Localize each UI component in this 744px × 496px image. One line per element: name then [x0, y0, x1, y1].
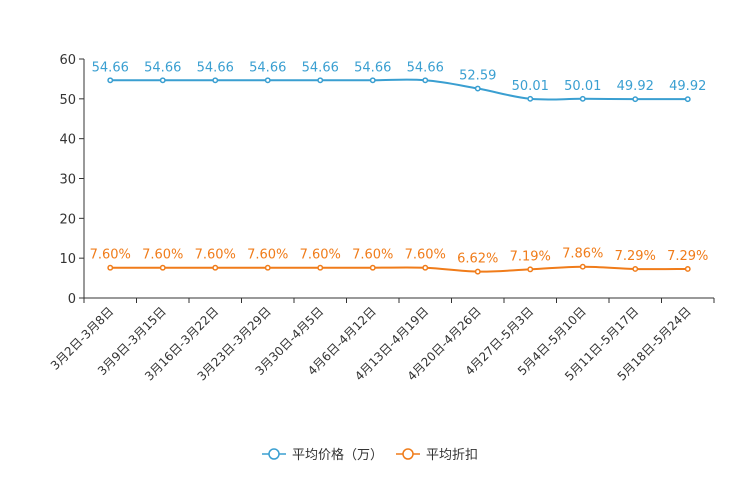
data-point[interactable]	[264, 264, 271, 271]
data-label: 54.66	[249, 60, 286, 75]
series-line	[110, 78, 688, 101]
y-tick-label: 0	[68, 292, 76, 307]
data-point[interactable]	[527, 266, 534, 273]
data-point[interactable]	[684, 96, 691, 103]
data-point[interactable]	[317, 77, 324, 84]
data-label: 50.01	[512, 79, 549, 94]
y-tick-label: 40	[59, 133, 76, 148]
data-label: 7.60%	[300, 248, 341, 263]
x-axis: 3月2日-3月8日3月9日-3月15日3月16日-3月22日3月23日-3月29…	[48, 297, 715, 384]
series-line	[110, 265, 688, 273]
data-point[interactable]	[474, 85, 481, 92]
legend[interactable]: 平均价格（万） 平均折扣	[262, 447, 478, 463]
legend-swatch-marker	[402, 448, 414, 460]
data-label: 7.60%	[247, 248, 288, 263]
data-label: 54.66	[407, 60, 444, 75]
data-label: 54.66	[354, 60, 391, 75]
y-tick-label: 30	[59, 173, 76, 188]
data-label: 7.29%	[667, 249, 708, 264]
data-point[interactable]	[212, 77, 219, 84]
legend-item-avg-discount[interactable]: 平均折扣	[396, 448, 478, 463]
data-point[interactable]	[422, 77, 429, 84]
y-tick-label: 10	[59, 252, 76, 267]
data-point[interactable]	[474, 268, 481, 275]
legend-item-avg-price[interactable]: 平均价格（万）	[262, 447, 383, 463]
legend-swatch-marker	[268, 448, 280, 460]
data-point[interactable]	[159, 77, 166, 84]
data-point[interactable]	[369, 264, 376, 271]
data-point[interactable]	[317, 264, 324, 271]
legend-label: 平均价格（万）	[292, 447, 383, 463]
data-point[interactable]	[632, 266, 639, 272]
series-layer: 54.66 54.66 54.66 54.66 54.66 54.66 54.66 52.59…	[90, 60, 708, 275]
data-label: 54.66	[197, 60, 234, 75]
y-tick-label: 50	[59, 93, 76, 108]
data-label: 7.60%	[90, 248, 131, 263]
data-label: 6.62%	[457, 252, 498, 267]
data-label: 7.60%	[352, 248, 393, 263]
data-point[interactable]	[579, 95, 586, 102]
data-point[interactable]	[107, 77, 114, 84]
data-label: 7.86%	[562, 247, 603, 262]
data-point[interactable]	[159, 264, 166, 271]
series-avg-price: 54.66 54.66 54.66 54.66 54.66 54.66 54.66 52.59…	[92, 60, 706, 103]
data-label: 54.66	[144, 60, 181, 75]
data-label: 7.60%	[405, 248, 446, 263]
data-label: 49.92	[617, 79, 654, 94]
data-label: 54.66	[92, 60, 129, 75]
data-point[interactable]	[422, 264, 429, 271]
y-axis: 0 10 20 30 40 50 60	[59, 53, 85, 307]
data-point[interactable]	[632, 96, 639, 103]
data-label: 7.60%	[142, 248, 183, 263]
data-point[interactable]	[212, 264, 219, 271]
series-avg-discount: 7.60% 7.60% 7.60% 7.60% 7.60% 7.60% 7.60% 6.62%…	[90, 247, 708, 275]
data-point[interactable]	[264, 77, 271, 84]
data-label: 54.66	[302, 60, 339, 75]
data-point[interactable]	[684, 266, 691, 272]
data-point[interactable]	[527, 95, 534, 102]
data-point[interactable]	[579, 263, 586, 270]
y-tick-label: 20	[59, 212, 76, 227]
y-tick-label: 60	[59, 53, 76, 68]
data-label: 7.19%	[510, 249, 551, 264]
data-label: 49.92	[669, 79, 706, 94]
data-label: 7.60%	[195, 248, 236, 263]
data-point[interactable]	[369, 77, 376, 84]
data-label: 50.01	[564, 79, 601, 94]
legend-label: 平均折扣	[426, 448, 478, 463]
data-point[interactable]	[107, 264, 114, 271]
data-label: 7.29%	[615, 249, 656, 264]
data-label: 52.59	[459, 69, 496, 84]
